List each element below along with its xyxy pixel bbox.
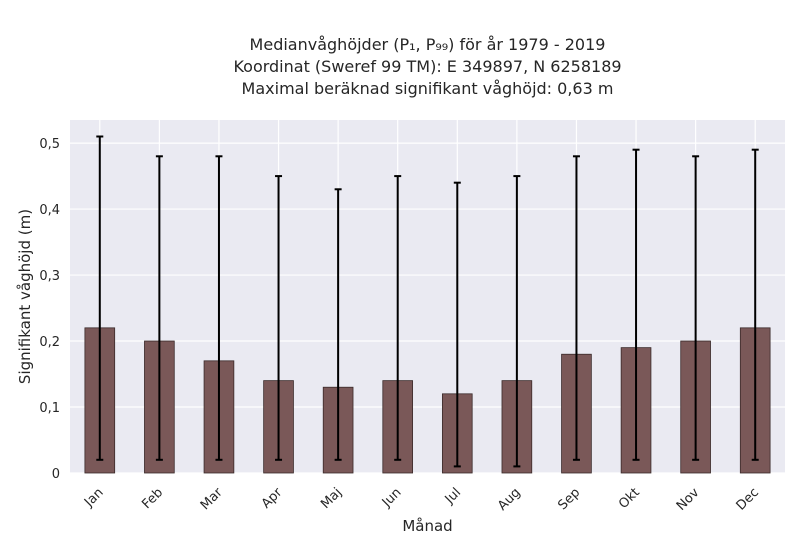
error-bar-mar [215,155,223,461]
x-tick-label: Nov [674,485,703,514]
error-bar-feb [155,155,163,461]
error-bar-jun [394,175,402,461]
error-bar-maj [334,188,342,461]
error-bar-jul [453,181,461,468]
x-tick-label: Jul [442,485,464,507]
y-tick-label: 0,5 [39,137,60,152]
x-tick-labels: Jan Feb Mar Apr Maj Jun Jul Aug Sep Okt Nov Dec [81,485,762,514]
error-bar-aug [513,175,521,468]
x-tick-label: Apr [259,485,286,512]
error-bar-dec [751,148,759,461]
chart-title-line-3: Maximal beräknad signifikant våghöjd: 0,… [241,79,614,98]
chart-title-line-1: Medianvåghöjder (P₁, P₉₉) för år 1979 - … [249,35,606,54]
x-tick-label: Maj [318,485,345,512]
x-tick-label: Aug [495,485,524,514]
y-tick-label: 0,4 [39,203,60,218]
error-bar-sep [572,155,580,461]
x-tick-label: Dec [734,485,762,513]
error-bar-apr [275,175,283,461]
y-tick-label: 0 [52,467,60,482]
y-tick-label: 0,1 [39,401,60,416]
x-tick-label: Jan [81,485,106,510]
chart-title-line-2: Koordinat (Sweref 99 TM): E 349897, N 62… [233,57,622,76]
error-bar-jan [96,135,104,461]
y-tick-label: 0,3 [39,269,60,284]
x-tick-label: Okt [616,485,643,512]
x-tick-label: Mar [198,485,226,513]
y-axis-label: Signifikant våghöjd (m) [16,209,34,384]
plot-area [70,120,785,473]
y-tick-label: 0,2 [39,335,60,350]
chart-title: Medianvåghöjder (P₁, P₉₉) för år 1979 - … [70,34,785,100]
y-tick-labels: 0 0,1 0,2 0,3 0,4 0,5 [39,137,60,482]
x-tick-label: Feb [139,485,166,512]
x-tick-label: Jun [379,485,405,511]
x-tick-label: Sep [555,485,583,513]
error-bars [96,135,759,468]
error-bar-nov [692,155,700,461]
x-axis-label: Månad [402,517,452,535]
error-bar-okt [632,148,640,461]
